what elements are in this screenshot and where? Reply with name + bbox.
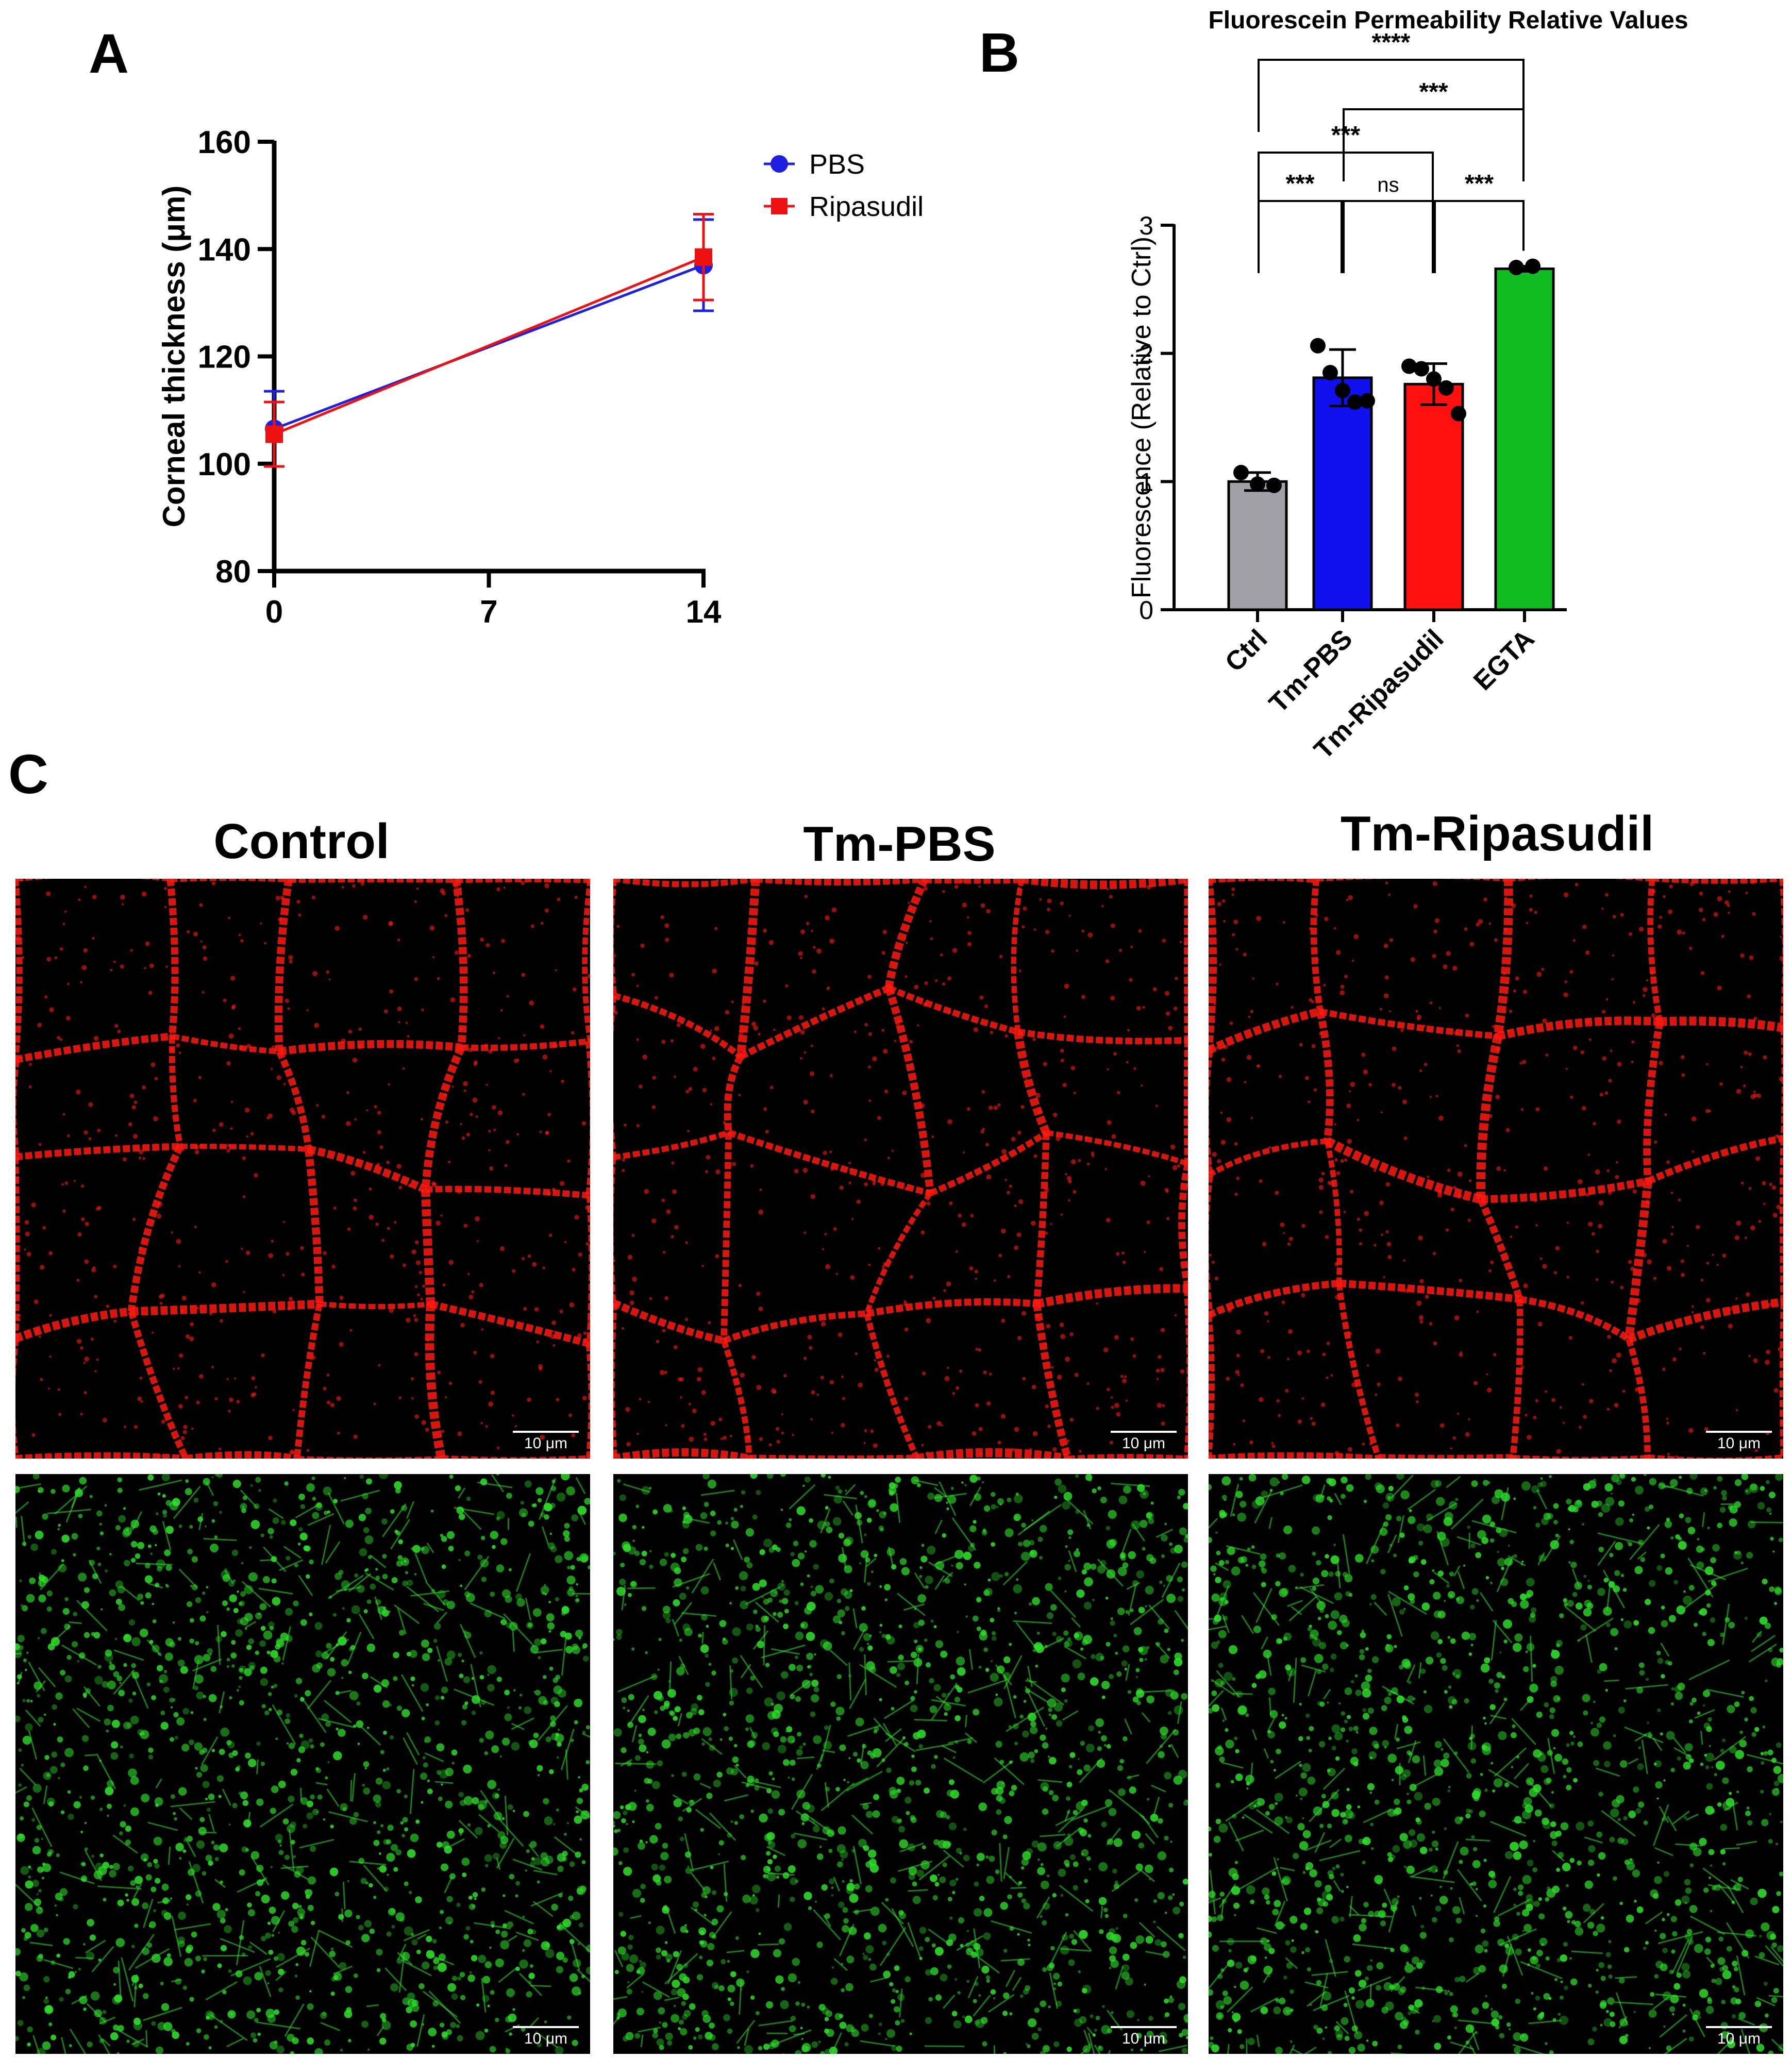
y-axis-label: Fluorescence (Relative to Ctrl) (1127, 237, 1157, 598)
micrograph-green-tm-pbs: 10 μm (613, 1474, 1188, 2054)
x-tick-label: 14 (686, 594, 722, 630)
micrograph-red-tm-pbs: 10 μm (613, 879, 1188, 1459)
scale-bar-label: 10 μm (1122, 2030, 1165, 2047)
bar-egta (1494, 267, 1555, 611)
data-point (1335, 382, 1350, 398)
significance-bracket (1343, 200, 1434, 273)
panel-label-a: A (89, 22, 129, 85)
scale-bar-line (1706, 1431, 1772, 1433)
y-axis-label: Corneal thickness (μm) (157, 186, 191, 528)
data-point-ripasudil (695, 248, 712, 266)
scale-bar-label: 10 μm (524, 1435, 567, 1452)
micrograph-red-tm-ripasudil: 10 μm (1209, 879, 1783, 1459)
y-tick-label: 3 (1139, 211, 1153, 240)
bracket-line (1258, 200, 1343, 273)
scale-bar-line (513, 1431, 579, 1433)
column-title-control: Control (213, 814, 390, 869)
panel-label-c: C (8, 743, 48, 805)
significance-bracket (1258, 59, 1525, 132)
data-point (1451, 406, 1466, 422)
bracket-line (1343, 108, 1525, 181)
micrograph-green-control: 10 μm (15, 1474, 590, 2054)
micrograph-green-tm-ripasudil: 10 μm (1209, 1474, 1783, 2054)
scale-bar: 10 μm (1111, 2026, 1177, 2047)
data-point (1525, 258, 1540, 274)
y-tick-label: 80 (215, 554, 251, 590)
data-point (1347, 394, 1363, 410)
data-point (1401, 358, 1417, 374)
data-point (1250, 476, 1265, 492)
significance-label: **** (1372, 29, 1411, 56)
scale-bar-label: 10 μm (1717, 1435, 1761, 1452)
x-tick-label: Tm-PBS (1263, 624, 1358, 718)
x-tick-label: 0 (265, 594, 283, 630)
micrograph-texture (1209, 879, 1783, 1459)
y-tick-label: 0 (1139, 596, 1153, 625)
column-title-tm-ripasudil: Tm-Ripasudil (1340, 806, 1654, 861)
significance-bracket (1258, 152, 1434, 225)
bar-tm-pbs (1312, 376, 1373, 611)
bracket-line (1434, 200, 1525, 273)
data-point-ripasudil (265, 425, 283, 443)
legend-label-ripasudil: Ripasudil (809, 191, 924, 222)
bracket-line (1343, 200, 1434, 273)
x-tick-label: 7 (480, 594, 497, 630)
scale-bar: 10 μm (513, 2026, 579, 2047)
panel-label-b: B (979, 21, 1019, 83)
data-point (1310, 338, 1326, 354)
scale-bar-label: 10 μm (1122, 1435, 1165, 1452)
scale-bar-label: 10 μm (524, 2030, 567, 2047)
significance-label: *** (1285, 170, 1314, 197)
significance-label: ns (1377, 174, 1399, 196)
significance-label: *** (1465, 170, 1494, 197)
scale-bar-label: 10 μm (1717, 2030, 1761, 2047)
significance-bracket (1258, 200, 1343, 273)
x-tick-label: Ctrl (1219, 624, 1273, 677)
micrograph-texture (15, 1474, 590, 2054)
legend-label-pbs: PBS (809, 149, 865, 180)
scale-bar-line (1706, 2026, 1772, 2028)
legend-marker (771, 155, 788, 173)
permeability-bar-chart: Fluorescein Permeability Relative Values… (1127, 7, 1688, 765)
y-tick-label: 1 (1139, 467, 1153, 496)
micrograph-texture (613, 1474, 1188, 2054)
corneal-thickness-chart: 80 100 120 140 160 0 7 14 Corneal thickness (μm)… (157, 125, 924, 630)
y-tick-label: 2 (1139, 340, 1153, 369)
scale-bar: 10 μm (1111, 1431, 1177, 1451)
data-point (1426, 371, 1442, 387)
series-line-ripasudil (274, 256, 704, 436)
scale-bar: 10 μm (513, 1431, 579, 1451)
data-point (1414, 361, 1429, 377)
micrograph-texture (613, 879, 1188, 1459)
significance-bracket (1343, 108, 1525, 181)
scale-bar-line (1111, 2026, 1177, 2028)
scale-bar-line (513, 2026, 579, 2028)
significance-label: *** (1419, 78, 1448, 106)
data-point (1438, 380, 1454, 396)
chart-title: Fluorescein Permeability Relative Values (1208, 7, 1688, 34)
scale-bar-line (1111, 1431, 1177, 1433)
x-tick-label: EGTA (1468, 624, 1540, 696)
data-point (1233, 464, 1249, 480)
scale-bar: 10 μm (1706, 2026, 1772, 2047)
significance-label: *** (1331, 122, 1360, 149)
y-tick-label: 140 (198, 232, 251, 267)
micrograph-texture (15, 879, 590, 1459)
y-tick-label: 100 (198, 447, 251, 482)
bracket-line (1258, 152, 1434, 225)
micrograph-red-control: 10 μm (15, 879, 590, 1459)
micrograph-texture (1209, 1474, 1783, 2054)
significance-bracket (1434, 200, 1525, 273)
data-point (1266, 477, 1282, 493)
data-point (1509, 260, 1524, 276)
legend-marker (771, 198, 788, 214)
scale-bar: 10 μm (1706, 1431, 1772, 1451)
y-tick-label: 160 (198, 125, 251, 160)
y-tick-label: 120 (198, 340, 251, 375)
bar-ctrl (1227, 480, 1288, 611)
column-title-tm-pbs: Tm-PBS (803, 816, 996, 872)
data-point (1322, 364, 1338, 380)
bracket-line (1258, 59, 1525, 132)
data-point (1360, 393, 1375, 409)
